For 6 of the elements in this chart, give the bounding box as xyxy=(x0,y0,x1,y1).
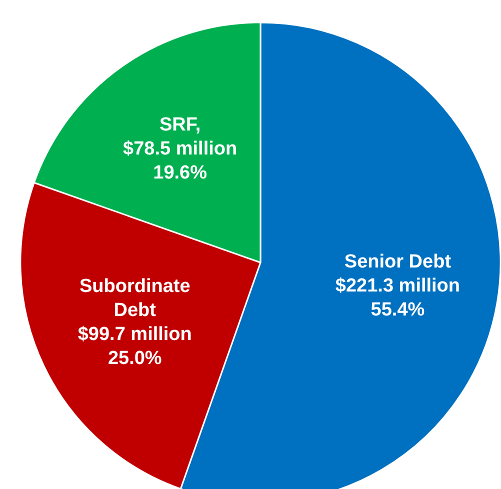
data-label: 19.6% xyxy=(153,162,208,184)
slice-label: Subordinate Debt $99.7 million xyxy=(78,276,192,346)
slice-label: Senior Debt $221.3 million xyxy=(335,252,460,297)
slice-label: SRF, $78.5 million xyxy=(123,114,238,160)
data-label: 25.0% xyxy=(108,348,162,370)
data-label: 55.4% xyxy=(370,300,425,321)
